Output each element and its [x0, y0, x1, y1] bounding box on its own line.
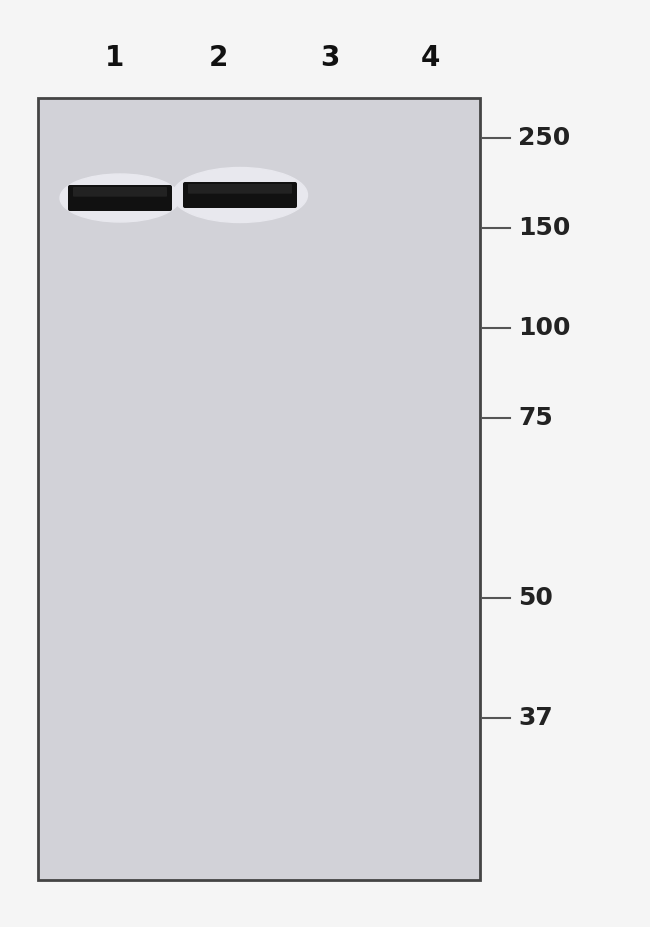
Text: 75: 75: [518, 406, 552, 430]
FancyBboxPatch shape: [73, 187, 167, 197]
Text: 100: 100: [518, 316, 571, 340]
Text: 2: 2: [208, 44, 227, 72]
Ellipse shape: [60, 174, 180, 222]
FancyBboxPatch shape: [68, 185, 172, 211]
Text: 3: 3: [320, 44, 340, 72]
Text: 250: 250: [518, 126, 570, 150]
Ellipse shape: [190, 183, 289, 194]
FancyBboxPatch shape: [188, 184, 292, 194]
Text: 1: 1: [105, 44, 125, 72]
Text: 4: 4: [421, 44, 439, 72]
Text: 50: 50: [518, 586, 553, 610]
Text: 150: 150: [518, 216, 571, 240]
Ellipse shape: [172, 168, 307, 222]
FancyBboxPatch shape: [183, 182, 297, 208]
Ellipse shape: [75, 186, 165, 197]
Bar: [38, 98, 480, 880]
Text: 37: 37: [518, 706, 552, 730]
